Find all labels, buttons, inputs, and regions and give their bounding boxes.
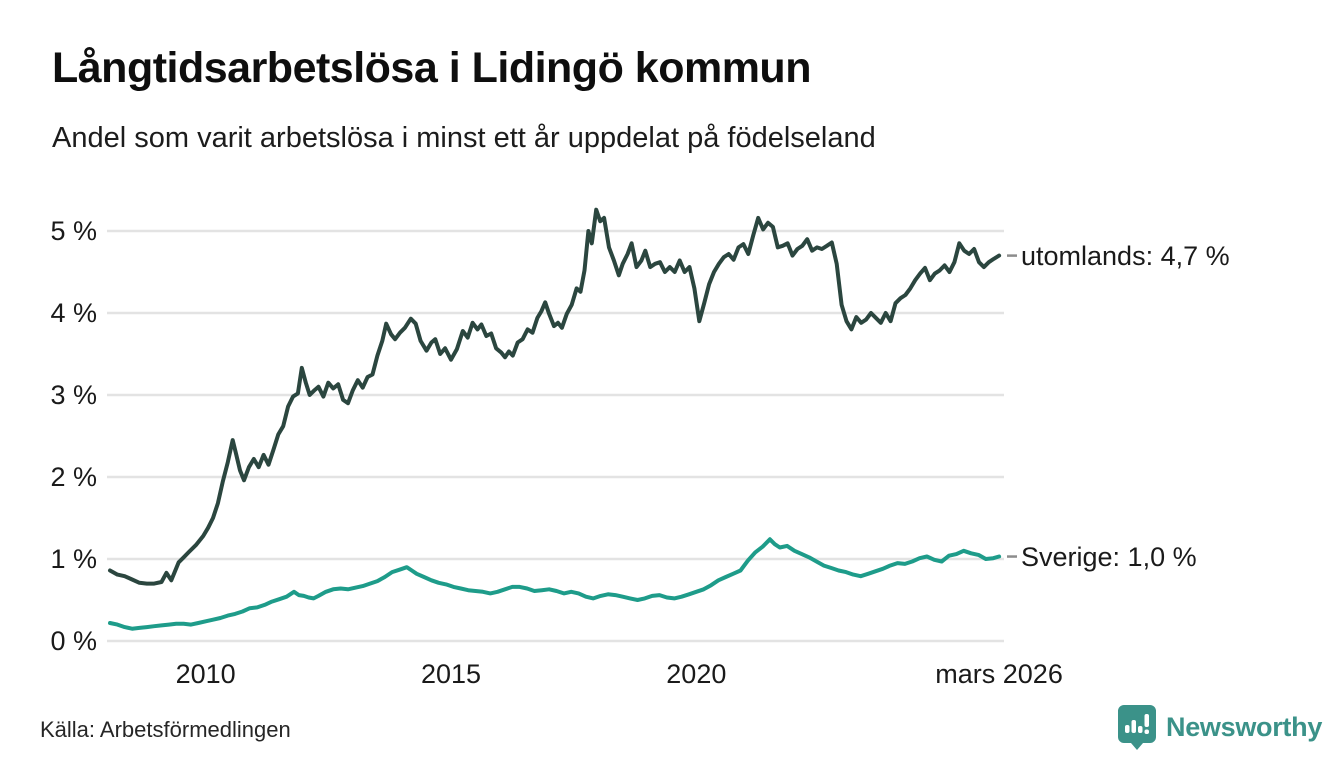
chart-title: Långtidsarbetslösa i Lidingö kommun: [52, 44, 811, 92]
y-tick-label: 0 %: [50, 626, 97, 656]
y-tick-label: 4 %: [50, 298, 97, 328]
y-tick-label: 1 %: [50, 544, 97, 574]
y-tick-label: 5 %: [50, 216, 97, 246]
series-label-utomlands: utomlands: 4,7 %: [1021, 240, 1230, 271]
x-tick-label: 2015: [420, 659, 482, 689]
series-label-sverige: Sverige: 1,0 %: [1021, 541, 1197, 572]
y-tick-label: 3 %: [50, 380, 97, 410]
chart-subtitle: Andel som varit arbetslösa i minst ett å…: [52, 122, 876, 154]
x-tick-label: 2010: [175, 659, 236, 689]
series-line-utomlands: [108, 207, 1002, 586]
source-note: Källa: Arbetsförmedlingen: [40, 717, 291, 742]
y-tick-label: 2 %: [50, 462, 97, 492]
newsworthy-wordmark: Newsworthy: [1166, 712, 1323, 742]
newsworthy-bubble-icon: [1118, 705, 1156, 750]
series-line-sverige: [108, 537, 1002, 631]
newsworthy-logo: Newsworthy: [1117, 704, 1322, 751]
x-tick-label: 2020: [666, 659, 727, 689]
x-tick-label: mars 2026: [935, 659, 1063, 689]
